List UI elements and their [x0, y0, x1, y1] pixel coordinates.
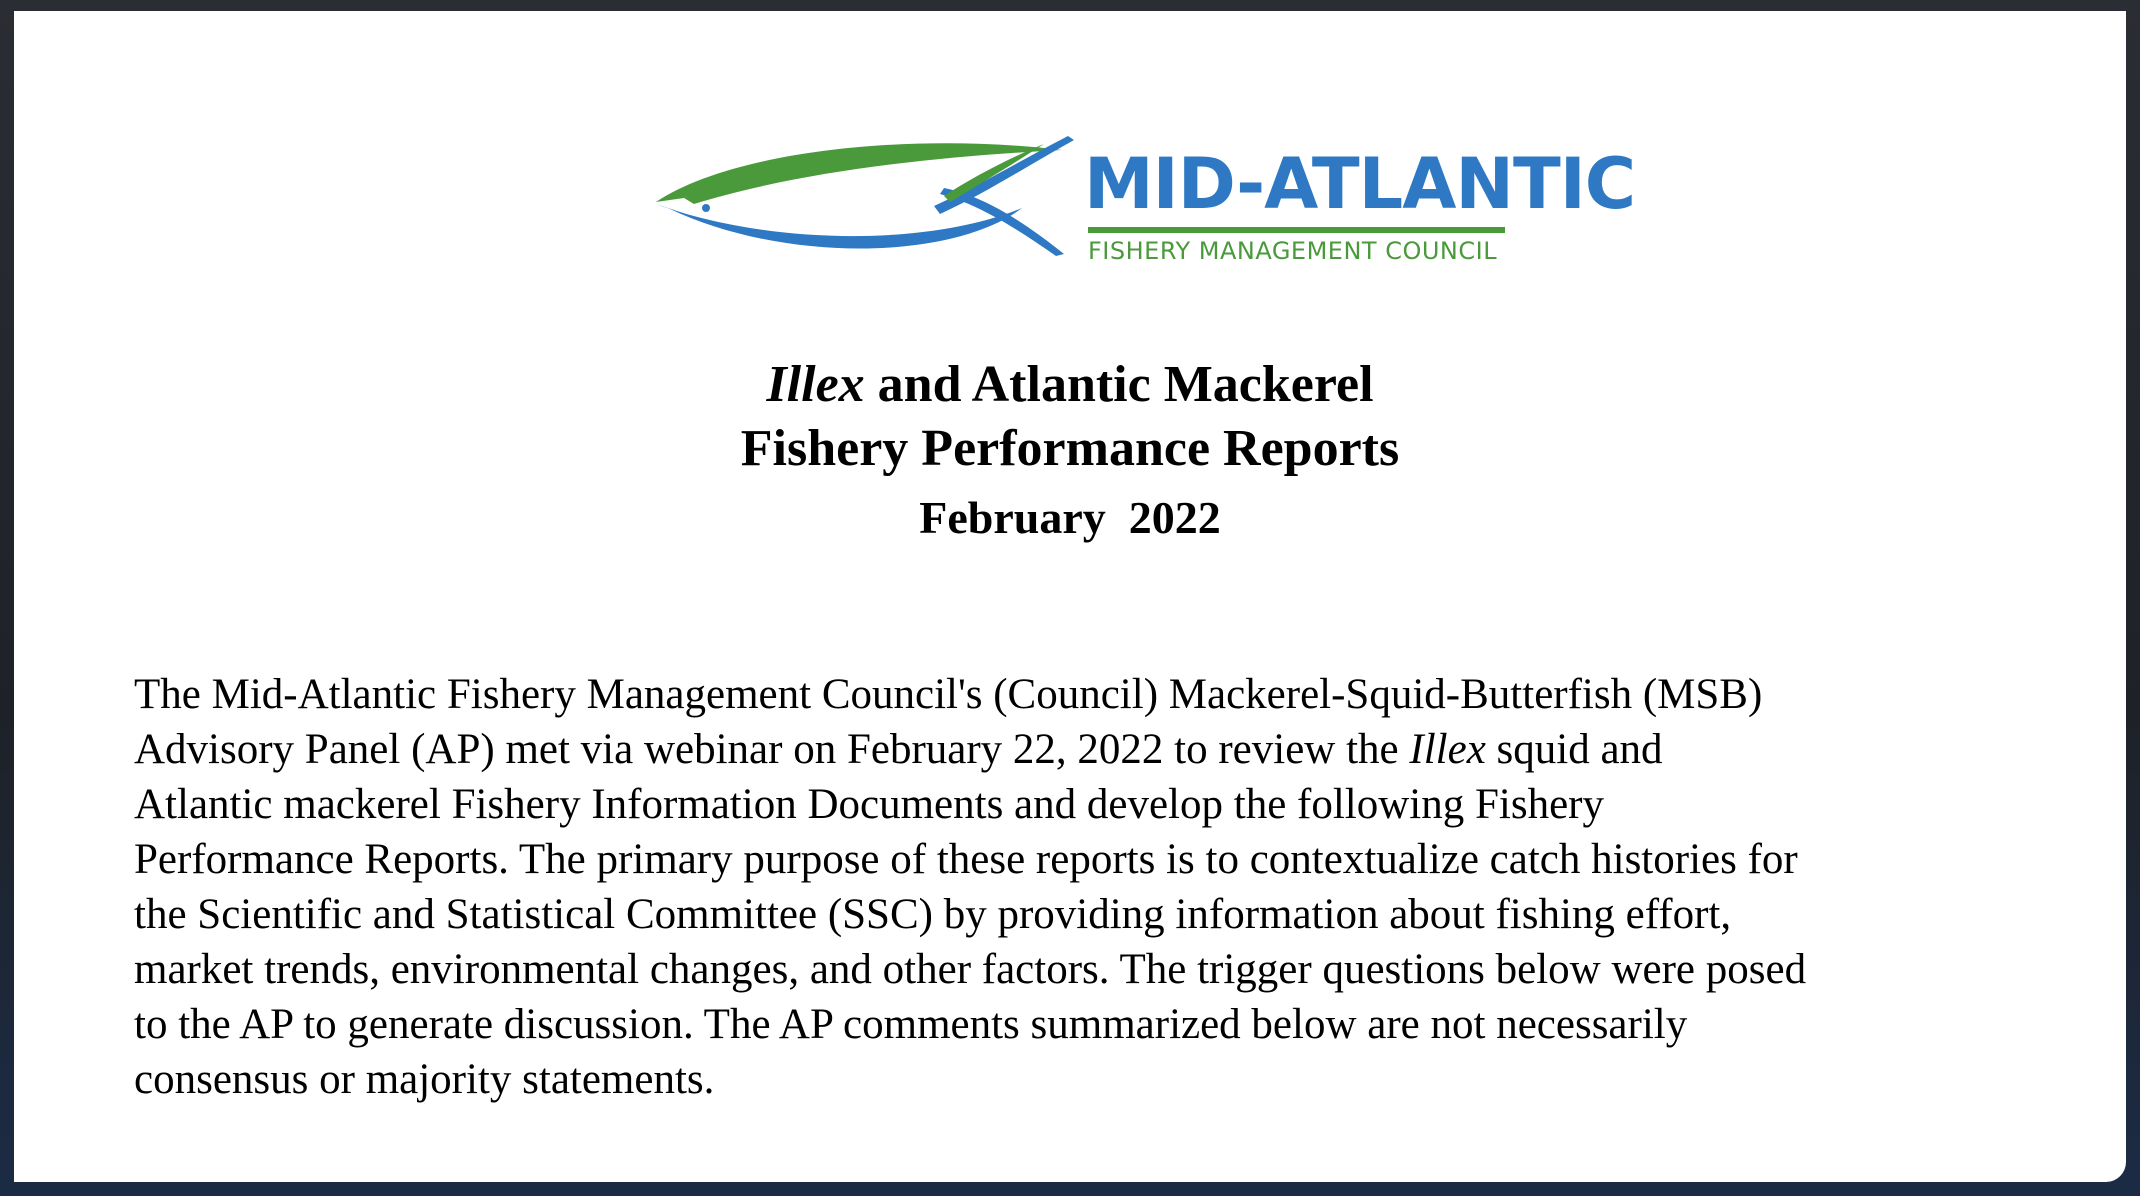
report-title-line-2: Fishery Performance Reports: [740, 420, 1400, 477]
paragraph-line: to the AP to generate discussion. The AP…: [134, 1001, 1688, 1048]
paragraph-line-text: squid and: [1485, 726, 1663, 773]
paragraph-line: Performance Reports. The primary purpose…: [134, 836, 1798, 883]
title-line-1-rest: and Atlantic Mackerel: [864, 356, 1374, 413]
council-logo: MID-ATLANTIC FISHERY MANAGEMENT COUNCIL: [644, 136, 1636, 271]
species-name-italic: Illex: [1409, 726, 1486, 773]
paragraph-line: The Mid-Atlantic Fishery Management Coun…: [134, 671, 1763, 718]
paragraph-line: Advisory Panel (AP) met via webinar on F…: [134, 722, 2034, 777]
paragraph-line: consensus or majority statements.: [134, 1056, 715, 1103]
report-date: February 2022: [919, 492, 1221, 543]
fish-emblem-icon: [656, 136, 1074, 256]
logo-title: MID-ATLANTIC: [1084, 143, 1636, 225]
paragraph-line: the Scientific and Statistical Committee…: [134, 891, 1732, 938]
report-title-line-1: Illex and Atlantic Mackerel: [14, 353, 2126, 417]
paragraph-line: market trends, environmental changes, an…: [134, 946, 1807, 993]
species-name-italic: Illex: [766, 356, 865, 413]
paragraph-line-text: Advisory Panel (AP) met via webinar on F…: [134, 726, 1410, 773]
paragraph-line: Atlantic mackerel Fishery Information Do…: [134, 781, 1604, 828]
document-page: MID-ATLANTIC FISHERY MANAGEMENT COUNCIL …: [14, 11, 2126, 1182]
logo-divider: [1088, 227, 1505, 233]
report-heading: Illex and Atlantic Mackerel Fishery Perf…: [14, 353, 2126, 547]
intro-paragraph: The Mid-Atlantic Fishery Management Coun…: [134, 667, 2034, 1107]
logo-subtitle: FISHERY MANAGEMENT COUNCIL: [1088, 237, 1498, 265]
